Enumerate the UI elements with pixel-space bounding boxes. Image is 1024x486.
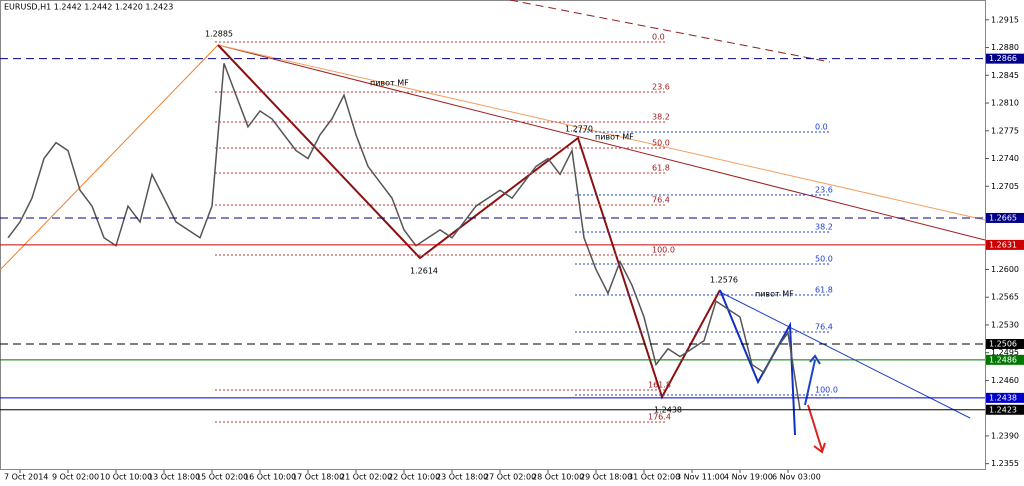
y-tick-label: 1.2600 bbox=[991, 265, 1019, 274]
fib-label: 100.0 bbox=[815, 386, 838, 395]
fib-label: 0.0 bbox=[652, 33, 665, 42]
x-tick-label: 29 Oct 18:00 bbox=[580, 473, 632, 482]
x-tick-label: 23 Oct 18:00 bbox=[436, 473, 488, 482]
price-box bbox=[986, 392, 1024, 403]
x-tick-label: 7 Oct 2014 bbox=[4, 473, 48, 482]
trend-line bbox=[217, 44, 986, 241]
fib-label: 23.6 bbox=[815, 186, 833, 195]
y-tick-label: 1.2705 bbox=[991, 182, 1019, 191]
x-tick-label: 27 Oct 02:00 bbox=[484, 473, 536, 482]
price-label: 1.2770 bbox=[565, 125, 593, 134]
x-tick-label: 17 Oct 18:00 bbox=[292, 473, 344, 482]
x-tick-label: 21 Oct 02:00 bbox=[340, 473, 392, 482]
price-box-label: 1.2506 bbox=[989, 339, 1017, 348]
arrow-down bbox=[807, 404, 826, 454]
y-tick-label: 1.2775 bbox=[991, 126, 1019, 135]
fib-label: 38.2 bbox=[652, 113, 670, 122]
price-box bbox=[986, 212, 1024, 223]
y-tick-label: 1.2880 bbox=[991, 43, 1019, 52]
y-tick-label: 1.2845 bbox=[991, 71, 1019, 80]
y-tick-label: 1.2390 bbox=[991, 431, 1019, 440]
price-label: 1.2614 bbox=[410, 267, 438, 276]
x-tick-label: 31 Oct 02:00 bbox=[628, 473, 680, 482]
price-box-label: 1.2866 bbox=[989, 54, 1017, 63]
x-tick-label: 6 Nov 03:00 bbox=[772, 473, 821, 482]
y-tick-label: 1.2530 bbox=[991, 320, 1019, 329]
price-box bbox=[986, 338, 1024, 349]
pivot-label: пивот MF bbox=[370, 79, 409, 88]
fib-label: 161.8 bbox=[648, 381, 671, 390]
x-tick-label: 10 Oct 10:00 bbox=[100, 473, 152, 482]
price-box bbox=[986, 354, 1024, 365]
y-tick-label: 1.2740 bbox=[991, 154, 1019, 163]
y-tick-label: 1.2355 bbox=[991, 459, 1019, 468]
y-tick-label: 1.2565 bbox=[991, 293, 1019, 302]
plot-frame bbox=[0, 0, 986, 470]
y-tick-label: 1.2460 bbox=[991, 376, 1019, 385]
price-box-label: 1.2423 bbox=[989, 405, 1017, 414]
fib-label: 38.2 bbox=[815, 223, 833, 232]
price-box bbox=[986, 53, 1024, 64]
price-box-label: 1.2438 bbox=[989, 393, 1017, 402]
chart-title: EURUSD,H1 1.2442 1.2442 1.2420 1.2423 bbox=[4, 3, 173, 12]
pivot-label: пивот MF bbox=[755, 290, 794, 299]
fib-label: 50.0 bbox=[652, 139, 670, 148]
fib-label: 76.4 bbox=[815, 323, 833, 332]
price-label: 1.2885 bbox=[205, 30, 233, 39]
zigzag bbox=[217, 44, 721, 400]
x-tick-label: 15 Oct 02:00 bbox=[196, 473, 248, 482]
x-tick-label: 16 Oct 10:00 bbox=[244, 473, 296, 482]
y-tick-label: 1.2915 bbox=[991, 15, 1019, 24]
trend-line bbox=[509, 0, 831, 63]
price-box-label: 1.2665 bbox=[989, 213, 1017, 222]
price-box bbox=[986, 239, 1024, 250]
x-tick-label: 4 Nov 19:00 bbox=[724, 473, 773, 482]
price-box bbox=[986, 404, 1024, 415]
fib-label: 50.0 bbox=[815, 255, 833, 264]
trend-line bbox=[719, 291, 971, 419]
fib-label: 100.0 bbox=[652, 246, 675, 255]
x-tick-label: 22 Oct 10:00 bbox=[388, 473, 440, 482]
trend-line bbox=[0, 44, 219, 271]
y-tick-label: 1.2810 bbox=[991, 99, 1019, 108]
x-tick-label: 9 Oct 02:00 bbox=[52, 473, 99, 482]
trend-line bbox=[217, 44, 986, 221]
price-line bbox=[7, 63, 801, 410]
price-label: 1.2576 bbox=[710, 276, 738, 285]
price-box-label: 1.2486 bbox=[989, 355, 1017, 364]
price-box-label: 1.2631 bbox=[989, 240, 1017, 249]
fib-label: 76.4 bbox=[652, 196, 670, 205]
x-tick-label: 13 Oct 18:00 bbox=[148, 473, 200, 482]
y-tick-label: 1.2495 bbox=[991, 348, 1019, 357]
fib-label: 23.6 bbox=[652, 83, 670, 92]
price-label: 1.2438 bbox=[654, 406, 682, 415]
pivot-label: пивот MF bbox=[595, 133, 634, 142]
fib-label: 61.8 bbox=[652, 164, 670, 173]
fib-label: 176.4 bbox=[648, 413, 671, 422]
fib-label: 61.8 bbox=[815, 286, 833, 295]
x-tick-label: 3 Nov 11:00 bbox=[676, 473, 725, 482]
fib-label: 0.0 bbox=[815, 123, 828, 132]
x-tick-label: 28 Oct 10:00 bbox=[532, 473, 584, 482]
